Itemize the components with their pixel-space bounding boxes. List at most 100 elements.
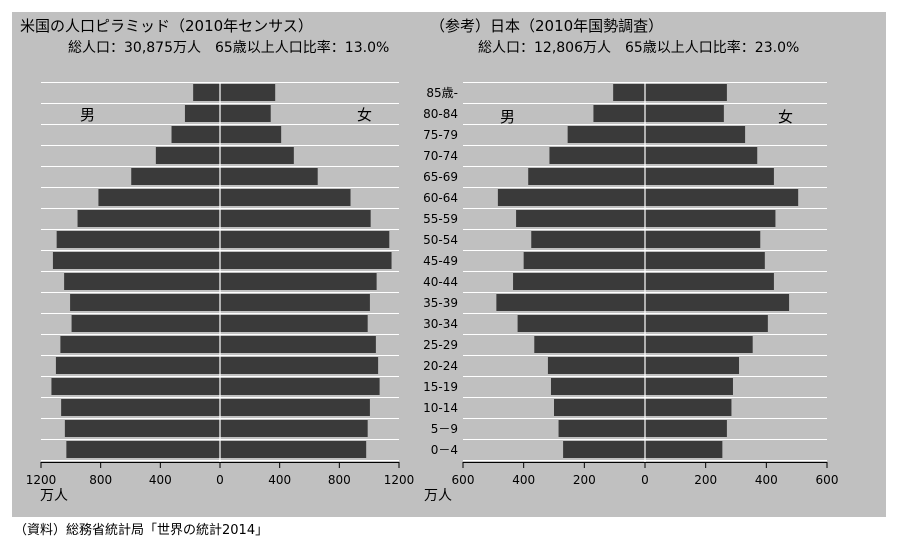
male-label: 男 — [500, 108, 515, 126]
chart-title: （参考）日本（2010年国勢調査） — [430, 17, 663, 35]
bar-female-14 — [645, 378, 733, 395]
bar-male-3 — [549, 147, 645, 164]
chart-subtitle: 総人口：12,806万人 65歳以上人口比率：23.0% — [478, 39, 799, 56]
bar-female-1 — [645, 105, 724, 122]
x-tick-label: 0 — [641, 473, 649, 487]
category-label: 5－9 — [431, 422, 458, 436]
chart-subtitle: 総人口：30,875万人 65歳以上人口比率：13.0% — [68, 39, 389, 56]
bar-female-9 — [645, 273, 774, 290]
x-axis-unit: 万人 — [424, 488, 452, 504]
bar-female-3 — [220, 147, 294, 164]
bar-male-14 — [550, 378, 645, 395]
female-label: 女 — [357, 106, 372, 124]
bar-male-6 — [516, 210, 645, 227]
x-tick-label: 200 — [694, 473, 717, 487]
bar-male-14 — [51, 378, 220, 395]
bar-male-16 — [558, 420, 645, 437]
x-tick-label: 400 — [512, 473, 535, 487]
bar-female-2 — [645, 126, 746, 143]
bar-male-4 — [528, 168, 645, 185]
chart-panel: 米国の人口ピラミッド（2010年センサス） 総人口：30,875万人 65歳以上人… — [12, 12, 886, 517]
female-label: 女 — [778, 108, 793, 126]
bar-female-14 — [220, 378, 380, 395]
bar-female-9 — [220, 273, 377, 290]
bar-female-1 — [220, 105, 271, 122]
bar-male-15 — [61, 399, 221, 416]
bar-male-8 — [523, 252, 645, 269]
bar-female-17 — [220, 441, 367, 458]
bar-female-2 — [220, 126, 282, 143]
bar-female-13 — [220, 357, 379, 374]
bar-male-11 — [71, 315, 220, 332]
x-tick-label: 400 — [149, 473, 172, 487]
bar-male-3 — [155, 147, 220, 164]
bar-male-5 — [497, 189, 645, 206]
x-tick-label: 600 — [452, 473, 475, 487]
bar-male-2 — [171, 126, 220, 143]
bar-male-4 — [131, 168, 220, 185]
bar-female-11 — [645, 315, 768, 332]
bar-female-7 — [645, 231, 761, 248]
category-label: 70-74 — [423, 149, 458, 163]
bar-female-13 — [645, 357, 740, 374]
bar-male-12 — [534, 336, 645, 353]
bar-male-7 — [531, 231, 645, 248]
bar-female-5 — [645, 189, 799, 206]
x-tick-label: 1200 — [384, 473, 415, 487]
bar-female-10 — [645, 294, 790, 311]
bar-male-10 — [70, 294, 221, 311]
x-tick-label: 600 — [816, 473, 839, 487]
bar-male-7 — [56, 231, 220, 248]
bar-male-13 — [55, 357, 220, 374]
bar-male-17 — [563, 441, 645, 458]
bar-female-6 — [645, 210, 776, 227]
bar-male-16 — [64, 420, 220, 437]
bar-female-16 — [220, 420, 368, 437]
bar-female-17 — [645, 441, 723, 458]
category-label: 10-14 — [423, 401, 458, 415]
category-label: 30-34 — [423, 317, 458, 331]
category-label: 15-19 — [423, 380, 458, 394]
category-label: 60-64 — [423, 191, 458, 205]
bar-female-12 — [645, 336, 753, 353]
bar-male-6 — [77, 210, 220, 227]
x-tick-label: 800 — [89, 473, 112, 487]
bar-female-0 — [220, 84, 276, 101]
category-label: 55-59 — [423, 212, 458, 226]
pyramid-charts-svg: 米国の人口ピラミッド（2010年センサス） 総人口：30,875万人 65歳以上人… — [20, 17, 839, 504]
x-tick-label: 1200 — [26, 473, 57, 487]
bar-female-4 — [220, 168, 318, 185]
bar-male-1 — [184, 105, 220, 122]
category-label: 80-84 — [423, 107, 458, 121]
x-axis-unit: 万人 — [40, 488, 68, 504]
x-tick-label: 200 — [573, 473, 596, 487]
x-tick-label: 800 — [328, 473, 351, 487]
x-tick-label: 0 — [216, 473, 224, 487]
bar-male-15 — [554, 399, 645, 416]
bar-male-2 — [567, 126, 645, 143]
bar-female-5 — [220, 189, 351, 206]
bar-male-1 — [593, 105, 645, 122]
category-label: 65-69 — [423, 170, 458, 184]
bar-male-12 — [60, 336, 221, 353]
category-label: 20-24 — [423, 359, 458, 373]
bar-female-4 — [645, 168, 774, 185]
bar-male-13 — [547, 357, 645, 374]
category-label: 25-29 — [423, 338, 458, 352]
bar-female-11 — [220, 315, 368, 332]
bar-female-8 — [220, 252, 392, 269]
bar-male-9 — [513, 273, 645, 290]
x-tick-label: 400 — [755, 473, 778, 487]
bar-male-17 — [66, 441, 220, 458]
bar-male-0 — [193, 84, 220, 101]
category-label: 35-39 — [423, 296, 458, 310]
category-label: 50-54 — [423, 233, 458, 247]
bar-female-10 — [220, 294, 370, 311]
category-label: 85歳- — [426, 86, 458, 100]
bar-female-3 — [645, 147, 758, 164]
bar-male-0 — [613, 84, 645, 101]
source-note: （資料）総務省統計局「世界の統計2014」 — [14, 523, 269, 538]
bar-female-6 — [220, 210, 371, 227]
bar-male-9 — [64, 273, 220, 290]
bar-male-11 — [517, 315, 645, 332]
